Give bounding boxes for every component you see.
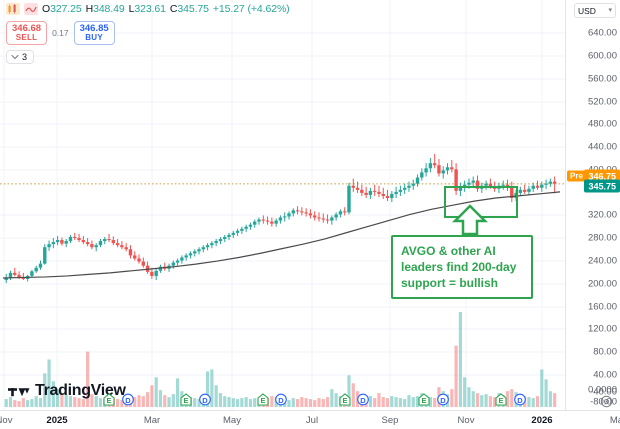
chevron-down-icon [11,54,19,60]
svg-text:E: E [342,396,347,405]
price-tick-label: -80.00 [590,396,617,408]
currency-selector[interactable]: USD ▾ [574,3,616,18]
dividend-marker[interactable]: D [199,393,211,412]
chart-gridlines [0,0,565,410]
earnings-marker[interactable]: E [495,393,507,412]
chevron-down-icon: ▾ [608,7,612,14]
price-tick-label: 40.00 [593,369,617,381]
premarket-tag: Pre [567,170,586,182]
time-tick-label: 2025 [46,415,68,426]
time-tick-label: Jul [305,415,319,426]
ohlc-high-label: H [85,3,94,15]
dividend-marker[interactable]: D [514,393,526,412]
tradingview-watermark: TradingView [8,382,126,400]
sell-label: SELL [15,32,38,42]
price-tick-label: 600.00 [587,50,617,62]
trade-buttons: 346.68 SELL 0.17 346.85 BUY [6,21,115,46]
earnings-marker[interactable]: E [418,393,430,412]
earnings-marker[interactable]: E [103,393,115,412]
ohlc-change: +15.27 (+4.62%) [212,3,290,15]
svg-text:D: D [360,396,366,405]
price-tick-label: 440.00 [587,141,617,153]
price-tick-label: 80.00 [593,346,617,358]
price-tick-label: 480.00 [587,118,617,130]
svg-text:E: E [106,396,111,405]
ohlc-open-value: 327.25 [50,3,82,15]
chart-legend: O 327.25 H 348.49 L 323.61 C 345.75 +15.27 (+4.6… [6,2,290,16]
time-tick-label: Nov [457,415,475,426]
time-tick-label: Sep [381,415,399,426]
buy-button[interactable]: 346.85 BUY [73,21,115,46]
support-highlight-box [444,186,518,218]
tradingview-logo-icon [8,388,30,397]
svg-text:D: D [278,396,284,405]
earnings-marker[interactable]: E [339,393,351,412]
svg-text:D: D [202,396,208,405]
svg-text:E: E [498,396,503,405]
ohlc-high-value: 348.49 [93,3,125,15]
spread-value: 0.17 [52,28,69,39]
dividend-marker[interactable]: D [357,393,369,412]
earnings-marker[interactable]: E [257,393,269,412]
ohlc-low-value: 323.61 [134,3,166,15]
price-tick-label: 560.00 [587,73,617,85]
watermark-text: TradingView [35,382,126,399]
indicator-icon[interactable] [24,3,38,15]
candlestick-series [2,153,561,284]
currency-label: USD [578,5,596,16]
price-tick-label: 200.00 [587,278,617,290]
time-tick-label: Mar [143,415,161,426]
annotation-textbox[interactable]: AVGO & other AI leaders find 200-day sup… [391,235,533,299]
price-tick-label: 240.00 [587,255,617,267]
price-axis[interactable]: USD ▾ 640.00 600.00 560.00 520.00 480.00 440.… [565,0,620,410]
chart-pane[interactable] [0,0,565,410]
price-tick-label: 160.00 [587,301,617,313]
sell-button[interactable]: 346.68 SELL [6,21,48,46]
ohlc-low-label: L [128,3,135,15]
svg-text:E: E [183,396,188,405]
ohlc-open-label: O [42,3,51,15]
buy-label: BUY [85,32,104,42]
ohlc-close-label: C [169,3,178,15]
price-tick-label: 280.00 [587,232,617,244]
svg-text:E: E [421,396,426,405]
ohlc-readout: O 327.25 H 348.49 L 323.61 C 345.75 +15.27 (+4.6… [42,3,290,15]
annotation-line-2: leaders find 200-day [401,260,517,274]
dividend-marker[interactable]: D [122,393,134,412]
svg-text:E: E [260,396,265,405]
ohlc-close-value: 345.75 [177,3,209,15]
dividend-marker[interactable]: D [275,393,287,412]
time-axis[interactable]: Nov 2025 Mar May Jul Sep Nov 2026 Mar [0,410,620,429]
price-tick-label: 640.00 [587,27,617,39]
quantity-value: 3 [22,52,28,62]
svg-text:D: D [125,396,131,405]
price-tick-label: 0.0000 [587,384,617,396]
settings-gear-icon[interactable] [600,395,613,408]
premarket-price-tag: 346.75 [584,169,620,183]
time-tick-label: 2026 [531,415,553,426]
buy-price: 346.85 [79,23,109,34]
quantity-selector[interactable]: 3 [6,50,35,64]
sell-price: 346.68 [12,23,42,34]
price-tick-label: -40.00 [590,386,617,398]
price-tick-label: 520.00 [587,96,617,108]
price-tick-label: 320.00 [587,209,617,221]
time-tick-label: May [223,415,241,426]
annotation-line-3: support = bullish [401,276,499,290]
earnings-marker[interactable]: E [180,393,192,412]
svg-text:D: D [517,396,523,405]
annotation-line-1: AVGO & other AI [401,244,496,258]
last-price-tag: 345.75 [584,179,620,193]
price-tick-label: 120.00 [587,323,617,335]
time-tick-label: Nov [0,415,13,426]
svg-text:D: D [440,396,446,405]
time-tick-label: Mar [609,415,620,426]
dividend-marker[interactable]: D [437,393,449,412]
candles-icon[interactable] [6,3,20,15]
